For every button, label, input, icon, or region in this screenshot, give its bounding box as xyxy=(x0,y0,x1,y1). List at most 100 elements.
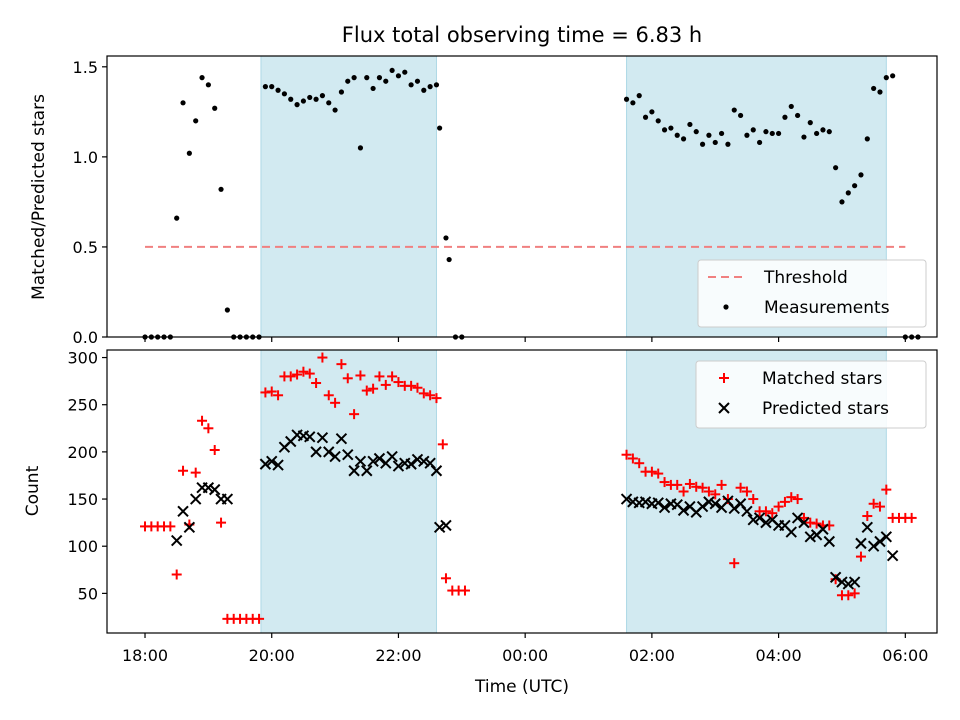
measurement-point xyxy=(433,82,440,88)
predicted-star-point xyxy=(266,455,278,468)
matched-star-point xyxy=(266,386,277,397)
measurement-point xyxy=(845,190,851,196)
ratio-axes: 0.0 0.5 1.0 1.5 xyxy=(73,55,938,347)
predicted-star-point xyxy=(430,465,443,477)
matched-star-point xyxy=(323,390,334,401)
matched-star-point xyxy=(393,377,404,388)
predicted-star-point xyxy=(842,578,855,590)
measurement-point xyxy=(364,75,370,81)
measurement-point xyxy=(731,107,737,113)
predicted-star-point xyxy=(183,521,196,534)
count-frame xyxy=(106,349,938,634)
matched-star-point xyxy=(862,511,873,522)
matched-star-point xyxy=(406,380,417,391)
matched-star-point xyxy=(684,478,695,489)
matched-star-point xyxy=(716,479,727,490)
predicted-star-point xyxy=(392,460,405,472)
predicted-star-point xyxy=(855,537,867,550)
measurement-point xyxy=(839,199,845,205)
ratio-panel: 0.0 0.5 1.0 1.5 Matched/Predicted stars Thr… xyxy=(29,55,938,347)
measurement-point xyxy=(649,109,655,115)
matched-star-point xyxy=(330,397,341,408)
predicted-star-point xyxy=(342,449,354,461)
measurement-point xyxy=(332,107,338,113)
matched-star-point xyxy=(380,379,391,390)
measurement-point xyxy=(642,114,649,120)
count-ytick-label: 150 xyxy=(67,490,98,509)
measurement-point xyxy=(699,141,706,147)
measurement-point xyxy=(801,134,807,140)
ratio-legend-marker xyxy=(723,304,729,310)
count-legend-marker xyxy=(718,402,730,414)
matched-star-point xyxy=(374,371,385,382)
matched-star-point xyxy=(355,370,366,381)
measurement-point xyxy=(288,96,294,102)
measurement-point xyxy=(218,186,224,192)
measurement-point xyxy=(795,112,801,119)
measurement-point xyxy=(782,114,788,120)
matched-star-point xyxy=(811,518,822,529)
matched-star-point xyxy=(336,359,347,370)
measurement-point xyxy=(706,132,712,138)
measurement-point xyxy=(199,75,205,81)
matched-star-point xyxy=(703,486,714,497)
predicted-star-point xyxy=(652,497,664,509)
matched-star-point xyxy=(304,368,315,379)
matched-star-point xyxy=(672,479,683,490)
predicted-star-point xyxy=(189,493,202,505)
predicted-star-point xyxy=(829,571,842,584)
measurement-point xyxy=(756,139,763,146)
matched-star-point xyxy=(843,590,854,601)
matched-star-point xyxy=(849,588,860,599)
measurement-point xyxy=(193,118,199,124)
measurement-point xyxy=(807,120,813,126)
predicted-star-point xyxy=(386,450,398,463)
count-ytick-label: 50 xyxy=(78,584,98,603)
predicted-star-point xyxy=(848,576,861,588)
predicted-star-point xyxy=(209,483,221,496)
matched-star-point xyxy=(190,467,201,478)
predicted-star-point xyxy=(348,465,360,477)
measurement-point xyxy=(680,136,687,142)
measurement-point xyxy=(712,139,718,146)
matched-star-point xyxy=(729,558,740,569)
predicted-star-point xyxy=(310,446,322,458)
count-points xyxy=(140,352,917,624)
count-xtick-label: 02:00 xyxy=(629,646,675,665)
count-ytick-label: 300 xyxy=(67,349,98,368)
count-legend-marker xyxy=(719,373,729,383)
measurement-point xyxy=(427,84,433,90)
predicted-star-point xyxy=(335,432,348,445)
matched-star-point xyxy=(317,352,328,363)
predicted-star-point xyxy=(304,431,316,443)
predicted-star-point xyxy=(361,465,373,477)
measurement-point xyxy=(661,127,668,133)
measurement-point xyxy=(776,130,782,137)
predicted-star-point xyxy=(259,458,272,470)
measurement-point xyxy=(345,78,351,84)
matched-star-point xyxy=(387,371,398,382)
measurement-point xyxy=(858,172,864,178)
matched-star-point xyxy=(273,390,284,401)
ratio-legend-entry: Threshold xyxy=(763,268,848,288)
measurement-point xyxy=(763,129,769,135)
count-shaded-intervals xyxy=(260,349,887,634)
measurement-point xyxy=(725,141,731,147)
measurement-point xyxy=(326,100,332,106)
measurement-point xyxy=(636,93,642,99)
matched-star-point xyxy=(412,382,423,393)
ratio-ytick-label: 0.5 xyxy=(73,238,98,257)
count-legend-entry: Matched stars xyxy=(762,369,882,389)
measurement-point xyxy=(186,150,192,156)
matched-star-point xyxy=(786,492,797,503)
measurement-point xyxy=(814,130,820,137)
count-axes: 50 100 150 200 250 300 18:00 20:00 22:00 00:00 02:… xyxy=(67,349,938,665)
measurement-point xyxy=(437,125,443,131)
matched-star-point xyxy=(748,494,759,505)
predicted-star-point xyxy=(880,531,893,543)
matched-star-point xyxy=(216,517,227,528)
measurement-point xyxy=(788,103,794,110)
predicted-star-point xyxy=(418,455,430,468)
measurement-point xyxy=(668,125,674,131)
